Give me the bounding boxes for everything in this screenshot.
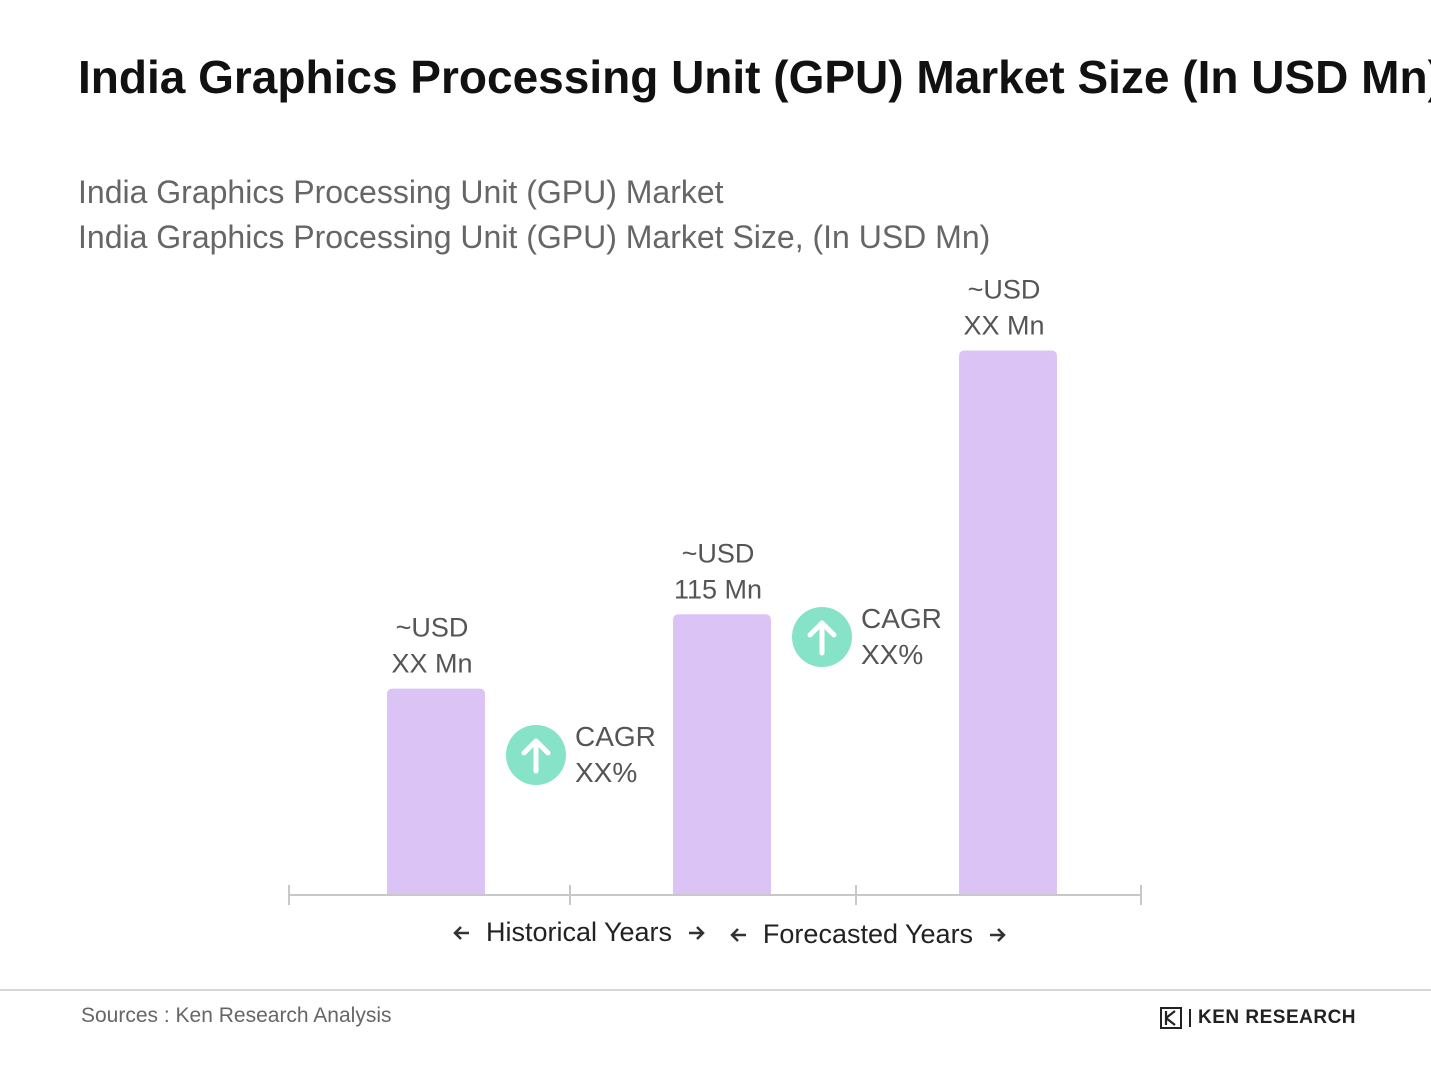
arrow-left-icon: [453, 926, 469, 940]
period-label-2: Forecasted Years: [730, 919, 1006, 949]
cagr-annotation-2: CAGR XX%: [792, 603, 942, 670]
arrow-up-icon: [521, 738, 551, 774]
brand-name: KEN RESEARCH: [1198, 1007, 1357, 1028]
cagr-value-1: XX%: [575, 757, 637, 788]
brand-logo: KEN RESEARCH: [1160, 1007, 1356, 1029]
cagr-annotation-1: CAGR XX%: [506, 721, 656, 788]
ken-research-logo-icon: [1160, 1007, 1182, 1029]
period-label-text-1: Historical Years: [486, 917, 672, 947]
bar-2-label-line1: ~USD: [682, 538, 755, 568]
period-labels-layer: Historical Years Forecasted Years: [453, 917, 1006, 949]
cagr-annotations-layer: CAGR XX% CAGR XX%: [506, 603, 942, 788]
chart-subtitle-line1: India Graphics Processing Unit (GPU) Mar…: [78, 174, 724, 210]
bar-2-label-line2: 115 Mn: [674, 574, 762, 604]
bar-1-label-line2: XX Mn: [391, 649, 472, 679]
cagr-label-2: CAGR: [861, 603, 942, 634]
page-title: India Graphics Processing Unit (GPU) Mar…: [78, 51, 1431, 103]
data-labels-layer: ~USD XX Mn ~USD 115 Mn ~USD XX Mn: [391, 274, 1044, 678]
arrow-right-icon: [689, 926, 705, 940]
cagr-label-1: CAGR: [575, 721, 656, 752]
cagr-value-2: XX%: [861, 639, 923, 670]
period-label-text-2: Forecasted Years: [763, 919, 973, 949]
x-axis: [288, 885, 1142, 905]
bar-3-label-line2: XX Mn: [963, 310, 1044, 340]
footer-divider: [0, 989, 1431, 991]
bar-2: [673, 614, 771, 895]
sources-note: Sources : Ken Research Analysis: [81, 1004, 392, 1027]
arrow-right-icon: [990, 928, 1006, 942]
period-label-1: Historical Years: [453, 917, 705, 947]
chart-subtitle-line2: India Graphics Processing Unit (GPU) Mar…: [78, 219, 991, 255]
bars-layer: [387, 350, 1057, 895]
brand-separator: [1189, 1009, 1191, 1027]
arrow-up-icon: [807, 620, 837, 656]
arrow-left-icon: [730, 928, 746, 942]
bar-1: [387, 688, 485, 895]
bar-3: [959, 350, 1057, 895]
bar-1-label-line1: ~USD: [396, 613, 469, 643]
bar-3-label-line1: ~USD: [968, 274, 1041, 304]
